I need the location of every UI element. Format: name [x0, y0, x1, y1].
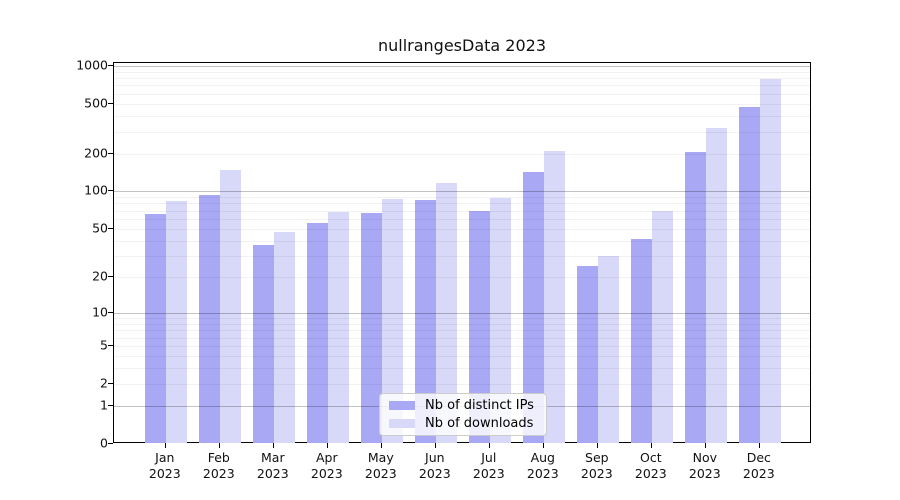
x-tick-label-aug: Aug 2023 — [526, 450, 559, 481]
bars-layer — [114, 63, 810, 443]
y-tick-label-0: 0 — [100, 435, 108, 451]
bar-apr-ips — [307, 222, 328, 443]
x-tick-label-dec: Dec 2023 — [742, 450, 775, 481]
bar-aug-downloads — [543, 151, 565, 443]
y-tick-mark — [108, 276, 113, 278]
y-tick-mark — [108, 405, 113, 407]
x-tick-label-mar: Mar 2023 — [256, 450, 289, 481]
bar-aug-ips — [523, 171, 544, 443]
bar-dec-downloads — [759, 78, 781, 443]
y-tick-mark — [108, 382, 113, 384]
x-tick-label-nov: Nov 2023 — [688, 450, 721, 481]
x-tick-mark — [218, 443, 220, 448]
y-tick-mark — [108, 152, 113, 154]
x-tick-label-oct: Oct 2023 — [634, 450, 667, 481]
y-tick-mark — [108, 443, 113, 444]
bar-oct-ips — [631, 239, 652, 443]
y-tick-label-100: 100 — [84, 182, 108, 198]
y-tick-label-10: 10 — [92, 304, 108, 320]
legend-label-downloads: Nb of downloads — [425, 416, 534, 431]
x-tick-mark — [650, 443, 652, 448]
legend-item-distinct-ips: Nb of distinct IPs — [380, 398, 546, 413]
y-tick-label-1000: 1000 — [76, 57, 108, 73]
x-tick-mark — [758, 443, 760, 448]
legend-swatch-downloads — [389, 419, 415, 428]
bar-oct-downloads — [651, 210, 673, 443]
y-tick-label-5: 5 — [100, 337, 108, 353]
bar-jan-downloads — [165, 201, 187, 443]
bar-jun-downloads — [435, 183, 457, 443]
legend: Nb of distinct IPs Nb of downloads — [379, 393, 547, 436]
plot-area — [113, 62, 811, 443]
legend-label-distinct-ips: Nb of distinct IPs — [425, 398, 534, 413]
x-tick-label-jul: Jul 2023 — [472, 450, 505, 481]
bar-mar-downloads — [273, 232, 295, 443]
y-tick-label-1: 1 — [100, 397, 108, 413]
legend-item-downloads: Nb of downloads — [380, 416, 546, 431]
x-tick-mark — [434, 443, 436, 448]
y-tick-mark — [108, 64, 113, 66]
y-tick-mark — [108, 311, 113, 313]
bar-feb-ips — [199, 195, 220, 443]
x-tick-mark — [164, 443, 166, 448]
legend-swatch-distinct-ips — [389, 401, 415, 410]
y-tick-mark — [108, 344, 113, 346]
x-tick-mark — [326, 443, 328, 448]
x-tick-mark — [380, 443, 382, 448]
x-tick-mark — [542, 443, 544, 448]
x-tick-mark — [272, 443, 274, 448]
bar-feb-downloads — [219, 170, 241, 443]
bar-jul-ips — [469, 210, 490, 443]
x-tick-label-jan: Jan 2023 — [148, 450, 181, 481]
y-tick-label-50: 50 — [92, 220, 108, 236]
y-tick-label-200: 200 — [84, 145, 108, 161]
bar-may-downloads — [381, 198, 403, 443]
bar-sep-downloads — [597, 256, 619, 443]
bar-may-ips — [361, 213, 382, 443]
bar-dec-ips — [739, 107, 760, 443]
x-tick-label-jun: Jun 2023 — [418, 450, 451, 481]
y-tick-mark — [108, 102, 113, 104]
x-tick-label-apr: Apr 2023 — [310, 450, 343, 481]
bar-jan-ips — [145, 213, 166, 443]
bar-jun-ips — [415, 199, 436, 443]
chart-title: nullrangesData 2023 — [377, 36, 547, 55]
y-tick-label-20: 20 — [92, 268, 108, 284]
x-tick-label-feb: Feb 2023 — [202, 450, 235, 481]
y-tick-label-2: 2 — [100, 375, 108, 391]
y-tick-label-500: 500 — [84, 95, 108, 111]
bar-nov-downloads — [705, 128, 727, 443]
x-tick-mark — [488, 443, 490, 448]
x-tick-mark — [596, 443, 598, 448]
x-tick-label-may: May 2023 — [364, 450, 397, 481]
bar-nov-ips — [685, 151, 706, 443]
y-tick-mark — [108, 190, 113, 192]
bar-sep-ips — [577, 265, 598, 443]
bar-apr-downloads — [327, 212, 349, 443]
y-tick-mark — [108, 227, 113, 229]
x-tick-label-sep: Sep 2023 — [580, 450, 613, 481]
x-tick-mark — [704, 443, 706, 448]
bar-jul-downloads — [489, 198, 511, 443]
bar-mar-ips — [253, 244, 274, 443]
